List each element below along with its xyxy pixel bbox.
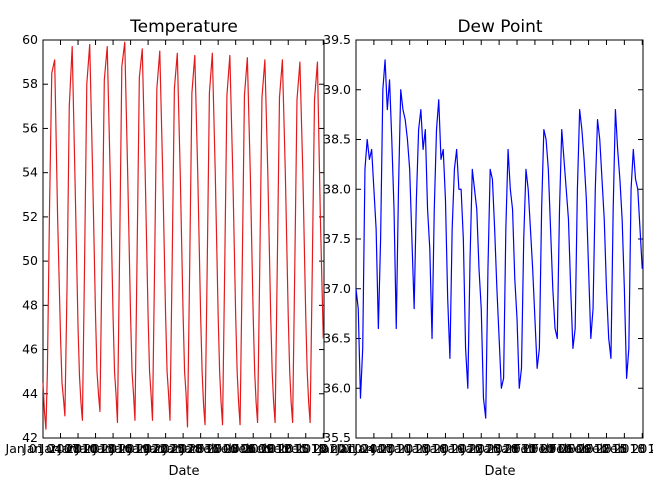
dew-point-x-tick-label: Feb 18 2010 — [603, 441, 653, 456]
temperature-x-tick-label: Feb 18 2010 — [284, 441, 362, 456]
temperature-x-tick-label: Jan 04 2010 — [22, 441, 98, 456]
temperature-y-tick-label: 54 — [22, 165, 38, 180]
temperature-x-tick-label: Jan 22 2010 — [127, 441, 203, 456]
dew-point-title: Dew Point — [457, 17, 542, 37]
temperature-y-tick-label: 52 — [22, 209, 38, 224]
dew-point-x-tick-label: Jan 22 2010 — [443, 441, 519, 456]
temperature-x-tick-label: Jan 13 2010 — [75, 441, 151, 456]
dew-point-x-tick-label: Feb 15 2010 — [585, 441, 653, 456]
temperature-panel: Temperature 42 44 46 48 50 52 54 56 58 60 Jan 01 … — [5, 17, 363, 479]
dew-point-x-tick-label: Jan 01 2010 — [318, 441, 394, 456]
dew-point-x-tick-label: Jan 28 2010 — [479, 441, 555, 456]
dew-point-y-tick-label: 39.5 — [323, 32, 351, 47]
temperature-x-tick-label: Jan 28 2010 — [162, 441, 238, 456]
dew-point-x-tick-label: Jan 04 2010 — [335, 441, 411, 456]
dew-point-y-ticks: 35.5 36.0 36.5 37.0 37.5 38.0 38.5 39.0 39.5 — [323, 32, 643, 445]
dew-point-y-tick-label: 37.5 — [323, 231, 351, 246]
dew-point-x-tick-label: Feb 03 2010 — [514, 441, 592, 456]
dew-point-y-tick-label: 36.5 — [323, 331, 351, 346]
temperature-x-tick-label: Feb 12 2010 — [249, 441, 327, 456]
temperature-x-tick-label: Jan 01 2010 — [5, 441, 81, 456]
dew-point-x-tick-label: Feb 09 2010 — [550, 441, 628, 456]
dew-point-x-tick-label: Jan 16 2010 — [407, 441, 483, 456]
temperature-y-tick-label: 58 — [22, 76, 38, 91]
temperature-y-tick-label: 48 — [22, 297, 38, 312]
dew-point-y-tick-label: 38.5 — [323, 132, 351, 147]
temperature-y-ticks: 42 44 46 48 50 52 54 56 58 60 — [22, 32, 324, 445]
dew-point-x-tick-label: Feb 06 2010 — [532, 441, 610, 456]
dew-point-plot-frame — [355, 39, 644, 439]
temperature-x-tick-label: Feb 15 2010 — [267, 441, 345, 456]
temperature-x-tick-label: Jan 19 2010 — [110, 441, 186, 456]
temperature-x-tick-label: Jan 25 2010 — [145, 441, 221, 456]
dew-point-series — [355, 59, 643, 419]
temperature-x-tick-label: Jan 31 2010 — [180, 441, 256, 456]
temperature-y-tick-label: 44 — [22, 386, 38, 401]
temperature-series-line — [42, 41, 324, 430]
dew-point-x-tick-label: Jan 25 2010 — [461, 441, 537, 456]
temperature-x-tick-label: Feb 06 2010 — [214, 441, 292, 456]
dew-point-series-line — [355, 59, 643, 419]
dew-point-x-tick-label: Jan 31 2010 — [496, 441, 572, 456]
dew-point-y-tick-label: 35.5 — [323, 430, 351, 445]
temperature-x-tick-label: Jan 10 2010 — [57, 441, 133, 456]
dew-point-x-tick-label: Jan 13 2010 — [389, 441, 465, 456]
dew-point-y-tick-label: 39.0 — [323, 82, 351, 97]
dew-point-y-tick-label: 36.0 — [323, 380, 351, 395]
dew-point-x-tick-label: Jan 19 2010 — [425, 441, 501, 456]
temperature-x-tick-label: Feb 03 2010 — [197, 441, 275, 456]
temperature-y-tick-label: 56 — [22, 120, 38, 135]
dew-point-x-tick-label: Jan 07 2010 — [353, 441, 429, 456]
dew-point-x-tick-label: Jan 10 2010 — [371, 441, 447, 456]
temperature-x-tick-label: Feb 09 2010 — [232, 441, 310, 456]
dew-point-x-axis-label: Date — [484, 464, 515, 479]
temperature-y-tick-label: 50 — [22, 253, 38, 268]
temperature-series — [42, 41, 324, 430]
temperature-y-tick-label: 60 — [22, 32, 38, 47]
temperature-y-tick-label: 46 — [22, 342, 38, 357]
dew-point-x-tick-label: Feb 12 2010 — [568, 441, 646, 456]
temperature-title: Temperature — [129, 17, 238, 37]
dew-point-y-tick-label: 38.0 — [323, 181, 351, 196]
temperature-x-tick-label: Jan 16 2010 — [92, 441, 168, 456]
temperature-x-tick-label: Jan 07 2010 — [40, 441, 116, 456]
temperature-y-tick-label: 42 — [22, 430, 38, 445]
temperature-x-axis-label: Date — [168, 464, 199, 479]
dew-point-panel: Dew Point 35.5 36.0 36.5 37.0 37.5 38.0 38.5 39… — [318, 17, 653, 479]
dew-point-y-tick-label: 37.0 — [323, 281, 351, 296]
